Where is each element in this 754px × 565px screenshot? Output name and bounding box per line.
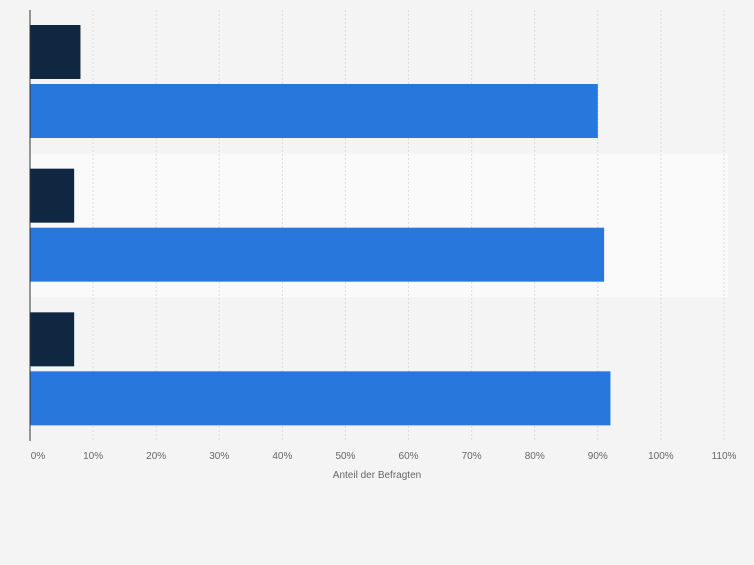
x-tick-label: 50% [335,451,355,462]
x-tick-label: 10% [83,451,103,462]
x-tick-label: 110% [712,451,737,462]
bar-series-1 [30,312,75,367]
bar-series-2 [30,84,598,138]
x-tick-label: 90% [588,451,608,462]
x-tick-label: 70% [462,451,482,462]
x-tick-label: 0% [31,451,46,462]
x-tick-label: 30% [209,451,229,462]
bar-series-2 [30,371,611,426]
x-tick-labels: 0% 10% 20% 30% 40% 50% 60% 70% 80% 90% 100% 110% [31,451,737,462]
x-tick-label: 60% [399,451,419,462]
bars [30,25,611,426]
bar-series-1 [30,168,75,223]
x-tick-label: 40% [272,451,292,462]
x-tick-label: 80% [525,451,545,462]
x-axis-title: Anteil der Befragten [333,470,421,481]
x-tick-label: 100% [648,451,674,462]
bar-series-2 [30,227,605,282]
bar-series-1 [30,25,81,79]
x-tick-label: 20% [146,451,166,462]
